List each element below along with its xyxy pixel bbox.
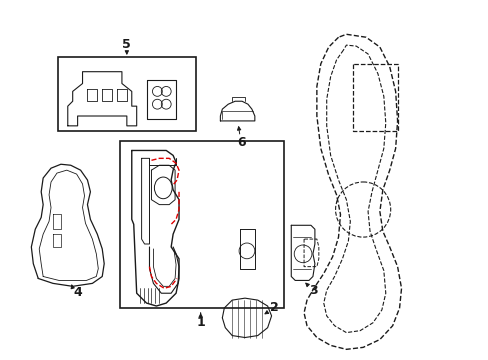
Text: 3: 3 xyxy=(309,284,318,297)
Text: 4: 4 xyxy=(73,286,82,299)
Bar xyxy=(120,141,284,308)
Text: 1: 1 xyxy=(196,316,204,329)
Text: 5: 5 xyxy=(122,38,131,51)
Bar xyxy=(58,57,195,131)
Text: 6: 6 xyxy=(237,136,246,149)
Ellipse shape xyxy=(154,177,172,199)
Text: 2: 2 xyxy=(269,301,278,315)
